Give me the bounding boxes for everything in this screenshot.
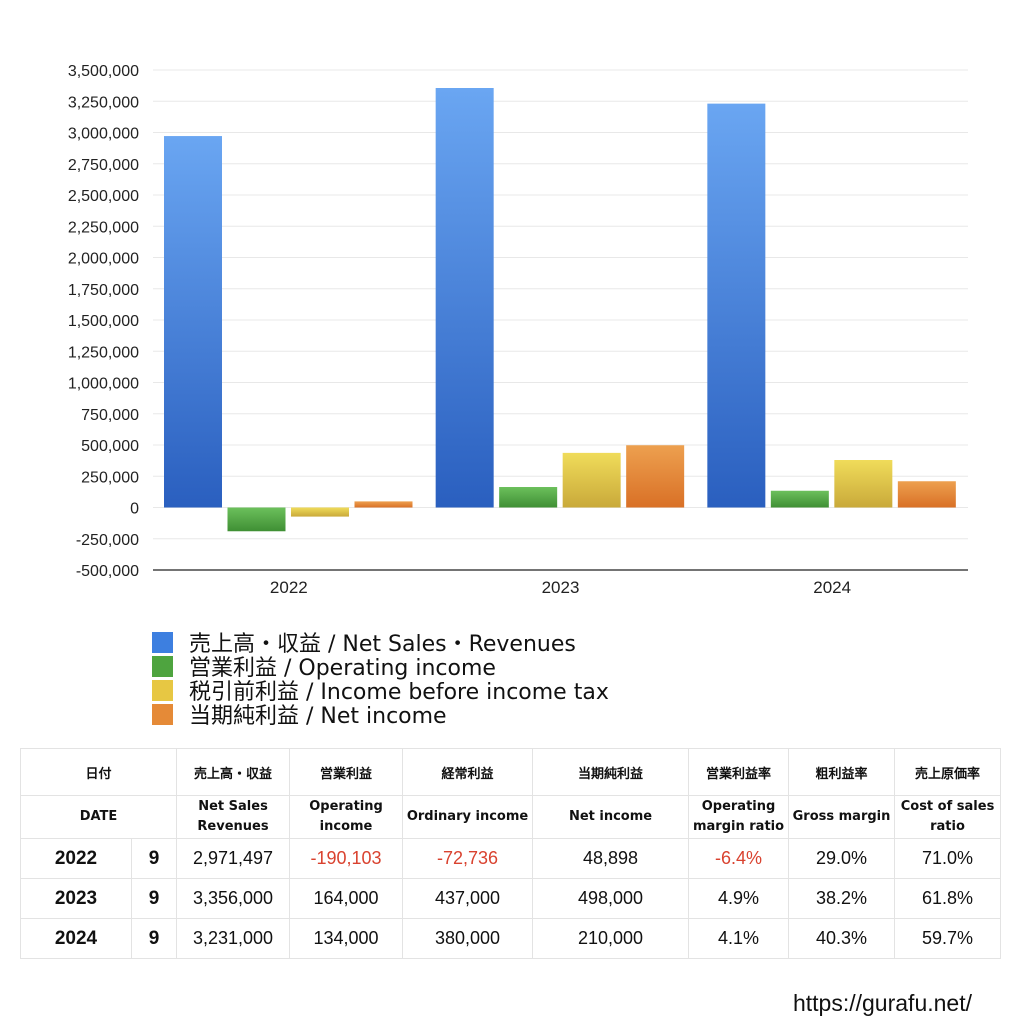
y-tick-label: 1,500,000 [68, 313, 139, 330]
cell-op-margin: 4.1% [688, 918, 790, 959]
y-tick-label: 2,000,000 [68, 251, 139, 268]
financial-table: 日付 売上高・収益 営業利益 経常利益 当期純利益 営業利益率 粗利益率 売上原… [19, 748, 1002, 959]
x-tick-label: 2023 [542, 578, 580, 597]
header-gross-jp: 粗利益率 [788, 748, 896, 796]
legend-swatch [152, 655, 173, 677]
cell-operating: -190,103 [289, 838, 404, 879]
bar [834, 460, 893, 508]
cell-net: 48,898 [532, 838, 690, 879]
cell-ordinary: 380,000 [402, 918, 534, 959]
header-net-jp: 当期純利益 [532, 748, 690, 796]
header-gross-en: Gross margin [788, 795, 896, 839]
cell-gross: 38.2% [788, 878, 896, 919]
y-tick-label: -250,000 [76, 532, 139, 549]
bar [354, 501, 413, 508]
legend-item-income-before-tax: 税引前利益 / Income before income tax [152, 678, 609, 705]
y-tick-label: 0 [130, 501, 139, 518]
bar [499, 487, 558, 508]
legend-label: 税引前利益 / Income before income tax [189, 680, 609, 705]
y-tick-label: 1,000,000 [68, 376, 139, 393]
legend-label: 売上高・収益 / Net Sales・Revenues [189, 632, 576, 657]
y-tick-label: 2,750,000 [68, 157, 139, 174]
y-tick-label: 3,500,000 [68, 63, 139, 80]
table-row: 2022 9 2,971,497 -190,103 -72,736 48,898… [20, 838, 1002, 879]
header-sales-en: Net Sales Revenues [176, 795, 291, 839]
table-header-en: DATE Net Sales Revenues Operating income O… [19, 795, 1002, 839]
header-ordinary-en: Ordinary income [402, 795, 534, 839]
y-tick-label: 250,000 [81, 469, 139, 486]
legend-label: 営業利益 / Operating income [189, 656, 496, 681]
header-date-en: DATE [19, 795, 178, 839]
cell-cost: 61.8% [894, 878, 1002, 919]
y-tick-label: 1,750,000 [68, 282, 139, 299]
header-op-margin-en: Operating margin ratio [688, 795, 790, 839]
header-net-en: Net income [532, 795, 690, 839]
chart-bars [164, 88, 956, 532]
cell-op-margin: -6.4% [688, 838, 790, 879]
legend-item-net-sales: 売上高・収益 / Net Sales・Revenues [152, 630, 609, 657]
header-cost-en: Cost of sales ratio [894, 795, 1002, 839]
table-header-jp: 日付 売上高・収益 営業利益 経常利益 当期純利益 営業利益率 粗利益率 売上原… [19, 748, 1002, 796]
legend-item-operating-income: 営業利益 / Operating income [152, 654, 609, 681]
header-op-margin-jp: 営業利益率 [688, 748, 790, 796]
bar [707, 103, 766, 508]
bar [626, 445, 685, 508]
y-tick-label: -500,000 [76, 563, 139, 580]
x-axis: 2022 2023 2024 [153, 569, 968, 597]
y-tick-label: 2,250,000 [68, 219, 139, 236]
row-month: 9 [130, 918, 178, 959]
cell-operating: 134,000 [289, 918, 404, 959]
y-tick-label: 1,250,000 [68, 344, 139, 361]
cell-cost: 59.7% [894, 918, 1002, 959]
table-row: 2024 9 3,231,000 134,000 380,000 210,000… [20, 918, 1002, 959]
chart: 3,500,000 3,250,000 3,000,000 2,750,000 2,50… [68, 63, 968, 597]
legend-swatch [152, 679, 173, 701]
header-date-jp: 日付 [19, 748, 178, 796]
cell-ordinary: -72,736 [402, 838, 534, 879]
cell-op-margin: 4.9% [688, 878, 790, 919]
cell-sales: 3,231,000 [176, 918, 291, 959]
header-operating-jp: 営業利益 [289, 748, 404, 796]
bar [227, 507, 286, 532]
chart-legend: 売上高・収益 / Net Sales・Revenues 営業利益 / Opera… [152, 630, 609, 729]
legend-item-net-income: 当期純利益 / Net income [152, 702, 609, 729]
x-tick-label: 2024 [813, 578, 851, 597]
bar [770, 490, 829, 508]
header-sales-jp: 売上高・収益 [176, 748, 291, 796]
site-url[interactable]: https://gurafu.net/ [792, 990, 972, 1016]
cell-operating: 164,000 [289, 878, 404, 919]
legend-swatch [152, 703, 173, 725]
header-operating-en: Operating income [289, 795, 404, 839]
table-row: 2023 9 3,356,000 164,000 437,000 498,000… [20, 878, 1002, 919]
cell-gross: 29.0% [788, 838, 896, 879]
cell-net: 210,000 [532, 918, 690, 959]
header-cost-jp: 売上原価率 [894, 748, 1002, 796]
bar [435, 88, 494, 508]
header-ordinary-jp: 経常利益 [402, 748, 534, 796]
bar [897, 481, 956, 508]
y-axis: 3,500,000 3,250,000 3,000,000 2,750,000 2,50… [68, 63, 139, 580]
y-tick-label: 3,250,000 [68, 94, 139, 111]
row-year: 2024 [20, 918, 132, 959]
cell-sales: 3,356,000 [176, 878, 291, 919]
x-tick-label: 2022 [270, 578, 308, 597]
y-tick-label: 2,500,000 [68, 188, 139, 205]
legend-swatch [152, 631, 173, 653]
row-month: 9 [130, 838, 178, 879]
cell-gross: 40.3% [788, 918, 896, 959]
row-year: 2023 [20, 878, 132, 919]
row-year: 2022 [20, 838, 132, 879]
cell-ordinary: 437,000 [402, 878, 534, 919]
legend-label: 当期純利益 / Net income [189, 704, 447, 729]
cell-net: 498,000 [532, 878, 690, 919]
cell-sales: 2,971,497 [176, 838, 291, 879]
cell-cost: 71.0% [894, 838, 1002, 879]
row-month: 9 [130, 878, 178, 919]
bar [562, 452, 621, 508]
y-tick-label: 3,000,000 [68, 126, 139, 143]
y-tick-label: 500,000 [81, 438, 139, 455]
y-tick-label: 750,000 [81, 407, 139, 424]
bar [291, 507, 349, 517]
bar [164, 136, 222, 508]
